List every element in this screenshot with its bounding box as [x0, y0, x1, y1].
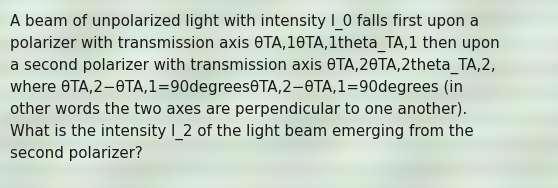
- Text: A beam of unpolarized light with intensity I_0 falls first upon a: A beam of unpolarized light with intensi…: [10, 14, 479, 30]
- Text: a second polarizer with transmission axis θTA,2θTA,2theta_TA,2,: a second polarizer with transmission axi…: [10, 58, 496, 74]
- Text: What is the intensity I_2 of the light beam emerging from the: What is the intensity I_2 of the light b…: [10, 124, 474, 140]
- Text: second polarizer?: second polarizer?: [10, 146, 143, 161]
- Text: other words the two axes are perpendicular to one another).: other words the two axes are perpendicul…: [10, 102, 467, 117]
- Text: where θTA,2−θTA,1=90degreesθTA,2−θTA,1=90degrees (in: where θTA,2−θTA,1=90degreesθTA,2−θTA,1=9…: [10, 80, 463, 95]
- Text: polarizer with transmission axis θTA,1θTA,1theta_TA,1 then upon: polarizer with transmission axis θTA,1θT…: [10, 36, 500, 52]
